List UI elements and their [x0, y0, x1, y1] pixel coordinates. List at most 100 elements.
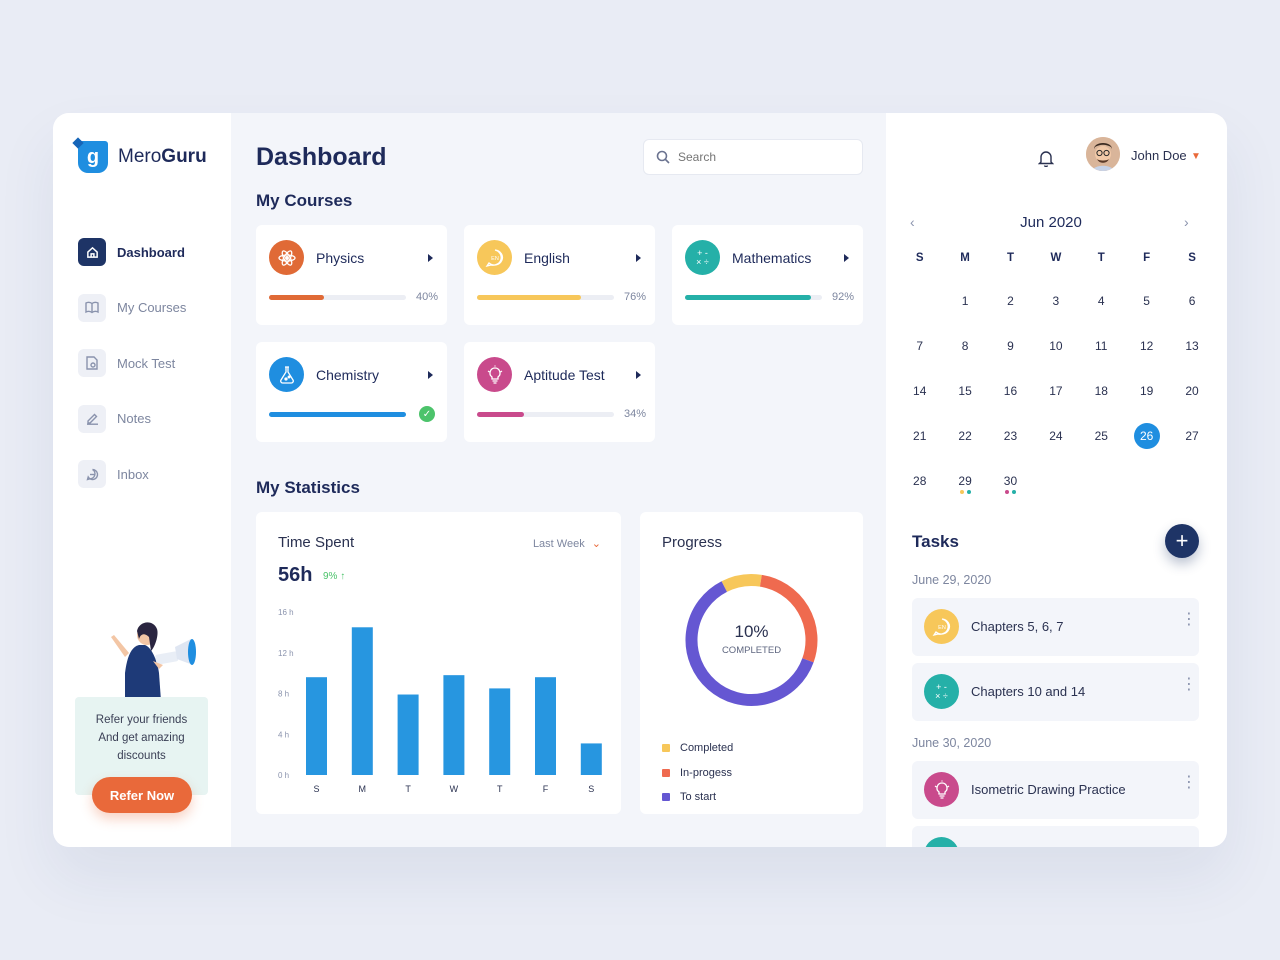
- speech-icon: EN: [924, 609, 959, 644]
- calendar-day[interactable]: 12: [1124, 333, 1169, 378]
- calendar-day[interactable]: 30: [988, 468, 1033, 513]
- bar[interactable]: [489, 688, 511, 775]
- calendar-day[interactable]: 16: [988, 378, 1033, 423]
- time-spent-panel: Time Spent Last Week ⌄ 56h 9% ↑ 16 h 12 h…: [256, 512, 621, 814]
- calendar-day[interactable]: 25: [1079, 423, 1124, 468]
- calendar-day[interactable]: 19: [1124, 378, 1169, 423]
- donut-slice[interactable]: [685, 581, 814, 706]
- calendar-day[interactable]: 17: [1033, 378, 1078, 423]
- logo[interactable]: g MeroGuru: [78, 141, 207, 173]
- calendar-day[interactable]: 21: [897, 423, 942, 468]
- bell-icon[interactable]: [1038, 149, 1054, 167]
- calendar-day[interactable]: 10: [1033, 333, 1078, 378]
- bar[interactable]: [443, 675, 465, 775]
- math-icon: + - × ÷: [685, 240, 720, 275]
- arrow-up-icon: ↑: [337, 571, 346, 582]
- bar[interactable]: [306, 677, 327, 775]
- calendar-day[interactable]: 27: [1169, 423, 1214, 468]
- calendar-day[interactable]: 11: [1079, 333, 1124, 378]
- chevron-right-icon[interactable]: [428, 371, 433, 379]
- speech-icon: EN: [477, 240, 512, 275]
- calendar-day[interactable]: 24: [1033, 423, 1078, 468]
- day-number: 6: [1188, 294, 1196, 308]
- calendar-day[interactable]: 15: [942, 378, 987, 423]
- flask-icon: [269, 357, 304, 392]
- course-progress-percent: 34%: [623, 408, 646, 420]
- calendar-day[interactable]: 5: [1124, 288, 1169, 333]
- bar[interactable]: [580, 743, 602, 775]
- weekday-label: W: [1050, 252, 1062, 264]
- calendar-day[interactable]: 13: [1169, 333, 1214, 378]
- calendar-day[interactable]: 1: [942, 288, 987, 333]
- user-name[interactable]: John Doe: [1131, 148, 1187, 163]
- y-tick-label: 8 h: [278, 690, 289, 699]
- y-tick-label: 0 h: [278, 771, 289, 780]
- chevron-right-icon[interactable]: [844, 254, 849, 262]
- day-number: 7: [916, 339, 924, 353]
- calendar-day[interactable]: 4: [1079, 288, 1124, 333]
- task-item[interactable]: Isometric Drawing Practice ⋮: [912, 761, 1199, 819]
- course-card-aptitude-test[interactable]: Aptitude Test 34%: [464, 342, 655, 442]
- calendar-day[interactable]: 22: [942, 423, 987, 468]
- legend-swatch: [662, 744, 670, 753]
- calendar-day[interactable]: 8: [942, 333, 987, 378]
- task-item[interactable]: EN Chapters 5, 6, 7 ⋮: [912, 598, 1199, 656]
- task-item[interactable]: + - × ÷ Chapters 10 and 14 ⋮: [912, 663, 1199, 721]
- chevron-right-icon[interactable]: [636, 254, 641, 262]
- course-progress-fill: [269, 295, 324, 300]
- course-card-physics[interactable]: Physics 40%: [256, 225, 447, 325]
- task-item-partial[interactable]: [912, 826, 1199, 847]
- test-icon: [78, 349, 106, 377]
- period-filter-dropdown[interactable]: Last Week ⌄: [533, 537, 601, 550]
- chevron-right-icon[interactable]: [428, 254, 433, 262]
- search-input[interactable]: [678, 150, 848, 164]
- day-number: 1: [961, 294, 969, 308]
- calendar-day[interactable]: 7: [897, 333, 942, 378]
- donut-slice[interactable]: [721, 574, 762, 593]
- time-spent-total: 56h: [278, 564, 313, 586]
- day-number: 27: [1185, 429, 1199, 443]
- day-number: 11: [1095, 339, 1108, 353]
- calendar-day[interactable]: 26: [1124, 423, 1169, 468]
- more-vertical-icon[interactable]: ⋮: [1181, 611, 1197, 628]
- course-card-chemistry[interactable]: Chemistry ✓: [256, 342, 447, 442]
- calendar-day[interactable]: 20: [1169, 378, 1214, 423]
- calendar-day[interactable]: 3: [1033, 288, 1078, 333]
- calendar-empty-cell: [1079, 468, 1124, 513]
- sidebar-nav: Dashboard My Courses Mock Test Notes: [78, 238, 186, 516]
- calendar-day[interactable]: 2: [988, 288, 1033, 333]
- sidebar-item-inbox[interactable]: Inbox: [78, 460, 186, 488]
- sidebar-item-my-courses[interactable]: My Courses: [78, 293, 186, 322]
- chevron-right-icon[interactable]: ›: [1184, 214, 1189, 230]
- course-progress-fill: [477, 412, 524, 417]
- refer-now-button[interactable]: Refer Now: [92, 777, 192, 813]
- chevron-right-icon[interactable]: [636, 371, 641, 379]
- legend-item: To start: [662, 785, 733, 810]
- calendar-day[interactable]: 14: [897, 378, 942, 423]
- day-number: 21: [913, 429, 927, 443]
- avatar[interactable]: [1086, 137, 1120, 171]
- calendar-day[interactable]: 9: [988, 333, 1033, 378]
- calendar-day[interactable]: 28: [897, 468, 942, 513]
- search-box[interactable]: [643, 139, 863, 175]
- course-card-english[interactable]: EN English 76%: [464, 225, 655, 325]
- sidebar-item-dashboard[interactable]: Dashboard: [78, 238, 186, 266]
- calendar-day[interactable]: 6: [1169, 288, 1214, 333]
- calendar-day[interactable]: 23: [988, 423, 1033, 468]
- sidebar-item-notes[interactable]: Notes: [78, 404, 186, 433]
- day-number: 15: [958, 384, 972, 398]
- more-vertical-icon[interactable]: ⋮: [1181, 774, 1197, 791]
- calendar-day[interactable]: 29: [942, 468, 987, 513]
- calendar-day[interactable]: 18: [1079, 378, 1124, 423]
- chevron-left-icon[interactable]: ‹: [910, 214, 915, 230]
- progress-donut-chart: [685, 574, 818, 706]
- more-vertical-icon[interactable]: ⋮: [1181, 676, 1197, 693]
- add-task-button[interactable]: +: [1165, 524, 1199, 558]
- course-card-mathematics[interactable]: + - × ÷ Mathematics 92%: [672, 225, 863, 325]
- chevron-down-icon[interactable]: ▼: [1191, 151, 1201, 162]
- bar[interactable]: [397, 694, 419, 775]
- bar[interactable]: [351, 627, 373, 775]
- bar[interactable]: [535, 677, 556, 775]
- donut-slice[interactable]: [759, 574, 818, 663]
- sidebar-item-mock-test[interactable]: Mock Test: [78, 349, 186, 377]
